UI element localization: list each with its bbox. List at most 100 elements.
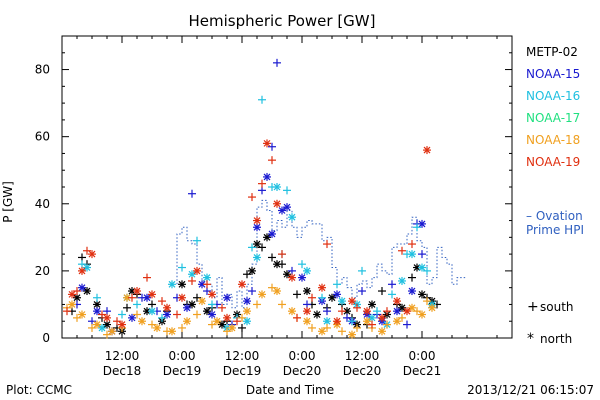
noaa-16-north-point	[188, 270, 196, 279]
metp-02-north-point	[313, 310, 321, 319]
noaa-16-south-point	[388, 290, 396, 299]
legend-item-noaa-19: NOAA-19	[526, 155, 580, 169]
star-d2	[93, 321, 101, 329]
star-d2	[253, 254, 261, 261]
star-d2	[288, 213, 296, 221]
star-d2	[393, 307, 401, 315]
noaa-15-south-point	[248, 287, 256, 296]
star-d2	[223, 314, 231, 322]
x-tick-date-label: Dec18	[103, 364, 142, 378]
noaa-18-south-point	[413, 307, 421, 316]
noaa-15-north-point	[263, 172, 271, 181]
star-d2	[318, 327, 326, 335]
noaa-19-south-point	[278, 250, 286, 259]
noaa-15-south-point	[403, 320, 411, 329]
noaa-19-south-point	[338, 307, 346, 316]
noaa-15-south-point	[358, 287, 366, 296]
star-d2	[288, 274, 296, 282]
noaa-16-north-point	[418, 263, 426, 272]
star-d2	[333, 317, 341, 325]
noaa-19-north-point	[423, 146, 431, 155]
noaa-19-north-point	[363, 307, 371, 316]
noaa-15-south-point	[203, 287, 211, 296]
star-d2	[303, 267, 311, 275]
noaa-18-north-point	[213, 317, 221, 326]
noaa-16-north-point	[303, 266, 311, 275]
noaa-16-south-point	[423, 266, 431, 275]
noaa-18-north-point	[408, 303, 416, 312]
star-d2	[83, 287, 91, 295]
noaa-18-south-point	[398, 313, 406, 322]
star-d2	[128, 287, 136, 295]
noaa-18-north-point	[348, 330, 356, 339]
star-d2	[408, 304, 416, 312]
metp-02-north-point	[263, 233, 271, 242]
noaa-19-north-point	[333, 317, 341, 326]
metp-02-north-point	[328, 293, 336, 302]
star-d2	[143, 307, 151, 315]
noaa-19-south-point	[203, 280, 211, 289]
noaa-19-south-point	[218, 303, 226, 312]
legend-south-symbol: +	[527, 299, 539, 315]
noaa-18-north-point	[303, 317, 311, 326]
x-tick-time-label: 0:00	[289, 349, 316, 363]
noaa-19-south-point	[233, 317, 241, 326]
noaa-19-south-point	[383, 307, 391, 316]
noaa-16-north-point	[83, 263, 91, 272]
y-tick-label: 0	[42, 331, 50, 345]
star-d2	[143, 294, 151, 302]
legend-south-label: south	[540, 300, 574, 314]
legend: METP-02 NOAA-15 NOAA-16 NOAA-17 NOAA-18 …	[526, 45, 584, 347]
star-d2	[273, 200, 281, 208]
metp-02-south-point	[378, 287, 386, 296]
noaa-19-south-point	[368, 320, 376, 329]
star-d2	[123, 294, 131, 302]
star-d2	[198, 297, 206, 305]
noaa-15-north-point	[268, 229, 276, 238]
noaa-15-north-point	[408, 287, 416, 296]
metp-02-north-point	[418, 290, 426, 299]
noaa-18-north-point	[393, 317, 401, 326]
noaa-16-south-point	[78, 260, 86, 269]
axes: 02040608012:00Dec180:00Dec1912:00Dec190:…	[35, 35, 513, 378]
noaa-16-north-point	[253, 253, 261, 262]
star-d2	[213, 317, 221, 325]
noaa-18-north-point	[418, 310, 426, 319]
noaa-18-north-point	[288, 307, 296, 316]
noaa-16-north-point	[243, 317, 251, 326]
star-d2	[83, 264, 91, 271]
star-d2	[133, 287, 141, 295]
noaa-15-south-point	[268, 142, 276, 151]
star-d2	[238, 280, 246, 288]
noaa-19-north-point	[273, 199, 281, 208]
star-d2	[318, 284, 326, 292]
y-tick-label: 20	[35, 264, 50, 278]
star-d2	[273, 260, 281, 268]
star-d2	[98, 324, 106, 332]
noaa-18-south-point	[133, 310, 141, 319]
noaa-16-south-point	[258, 95, 266, 104]
noaa-19-south-point	[398, 246, 406, 255]
x-tick-time-label: 12:00	[345, 349, 380, 363]
noaa-16-south-point	[348, 317, 356, 326]
star-d2	[303, 317, 311, 325]
noaa-16-north-point	[203, 273, 211, 282]
metp-02-north-point	[83, 287, 91, 296]
legend-ovation-line1: – Ovation	[526, 209, 583, 223]
x-tick-date-label: Dec19	[223, 364, 262, 378]
noaa-16-north-point	[368, 313, 376, 322]
noaa-15-south-point	[273, 58, 281, 67]
star-d2	[188, 270, 196, 278]
star-d2	[303, 307, 311, 315]
noaa-19-north-point	[403, 307, 411, 316]
star-d2	[208, 311, 216, 318]
y-axis-label: P [GW]	[1, 181, 15, 223]
noaa-19-north-point	[263, 139, 271, 148]
star-d2	[253, 217, 261, 224]
noaa-16-south-point	[413, 223, 421, 232]
noaa-15-north-point	[163, 310, 171, 319]
star-d2	[283, 203, 291, 211]
metp-02-south-point	[243, 270, 251, 279]
metp-02-north-point	[368, 300, 376, 309]
star-d2	[278, 207, 286, 214]
